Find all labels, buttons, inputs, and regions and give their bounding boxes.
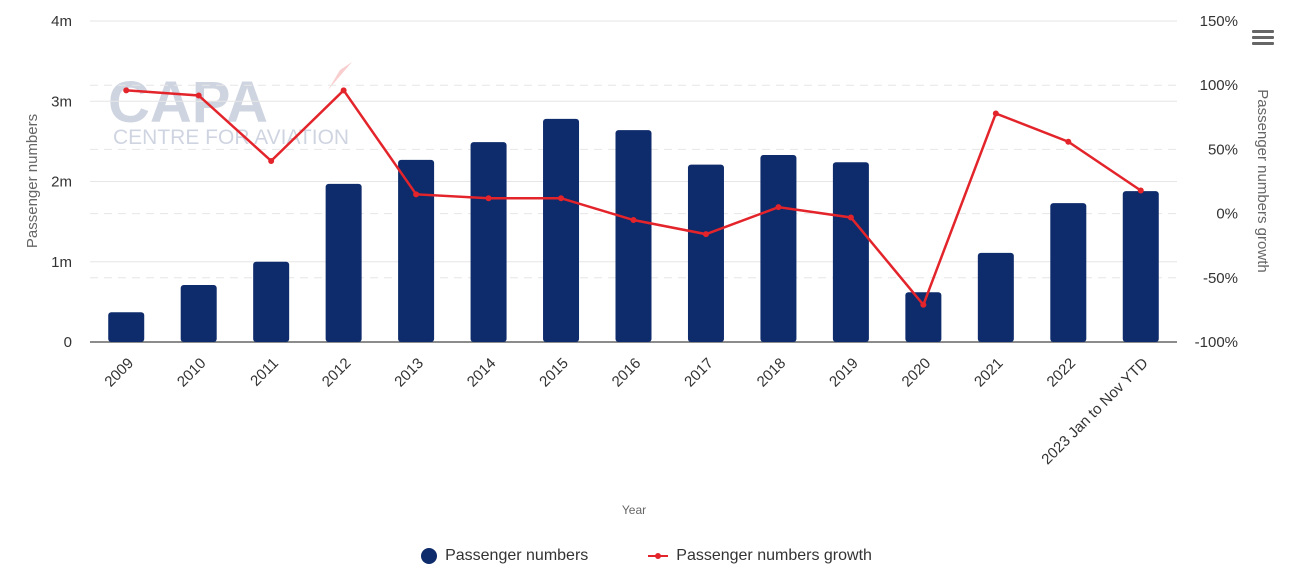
- bar-2015: [543, 118, 580, 342]
- growth-point-2009: [123, 87, 130, 94]
- y2-tick-label: 50%: [1208, 141, 1238, 158]
- y2-tick-label: 100%: [1200, 77, 1238, 94]
- growth-point-2022: [1065, 138, 1072, 145]
- bar-2020: [905, 292, 942, 342]
- bar-2009: [108, 312, 145, 342]
- growth-point-2023-Jan-to-Nov-YTD: [1137, 187, 1144, 194]
- bar-2016: [615, 130, 652, 342]
- bar-2010: [180, 285, 217, 342]
- bar-2012: [325, 183, 362, 342]
- y-tick-label: 1m: [51, 254, 72, 271]
- growth-point-2015: [558, 195, 565, 202]
- legend-line-marker: [648, 553, 669, 559]
- growth-point-2010: [195, 92, 202, 99]
- bar-2019: [832, 162, 869, 342]
- x-tick-label: 2011: [247, 355, 282, 390]
- legend: Passenger numbers Passenger numbers grow…: [0, 547, 1293, 565]
- x-tick-label: 2010: [174, 355, 210, 391]
- y2-tick-label: -50%: [1203, 270, 1238, 287]
- legend-label: Passenger numbers: [445, 547, 589, 564]
- y-tick-label: 0: [64, 334, 72, 351]
- y2-axis-title: Passenger numbers growth: [1254, 89, 1271, 272]
- x-axis-title: Year: [622, 503, 646, 517]
- growth-point-2017: [702, 231, 709, 238]
- y-tick-label: 3m: [51, 93, 72, 110]
- legend-item-passenger-numbers[interactable]: Passenger numbers: [421, 547, 588, 565]
- bar-2011: [253, 261, 290, 342]
- y-axis-title: Passenger numbers: [24, 114, 41, 248]
- x-tick-label: 2014: [464, 355, 500, 391]
- svg-text:CENTRE FOR AVIATION: CENTRE FOR AVIATION: [113, 126, 349, 149]
- x-tick-label: 2016: [609, 355, 645, 391]
- bar-2018: [760, 155, 797, 342]
- bar-2017: [687, 164, 724, 342]
- y2-tick-label: -100%: [1195, 334, 1238, 351]
- x-tick-label: 2009: [101, 355, 137, 391]
- legend-label: Passenger numbers growth: [676, 547, 872, 564]
- bar-2021: [977, 252, 1014, 342]
- y2-tick-label: 0%: [1216, 206, 1238, 223]
- bar-2022: [1050, 203, 1087, 342]
- bar-2013: [398, 159, 435, 342]
- x-tick-label: 2018: [754, 355, 790, 391]
- x-tick-label: 2017: [681, 355, 717, 391]
- growth-point-2020: [920, 301, 927, 308]
- x-tick-label: 2013: [391, 355, 427, 391]
- bar-2023-Jan-to-Nov-YTD: [1122, 191, 1159, 342]
- bar-2014: [470, 142, 507, 342]
- x-tick-label: 2015: [536, 355, 572, 391]
- x-tick-label: 2012: [319, 355, 355, 391]
- svg-text:CAPA: CAPA: [108, 70, 268, 135]
- growth-point-2019: [847, 214, 854, 221]
- growth-point-2011: [268, 157, 275, 164]
- growth-point-2012: [340, 87, 347, 94]
- x-tick-label: 2019: [826, 355, 862, 391]
- y-tick-label: 4m: [51, 13, 72, 30]
- growth-point-2014: [485, 195, 492, 202]
- x-tick-label: 2021: [971, 355, 1007, 391]
- x-tick-label: 2022: [1044, 355, 1080, 391]
- y-tick-label: 2m: [51, 174, 72, 191]
- growth-point-2021: [992, 110, 999, 117]
- growth-point-2013: [413, 191, 420, 198]
- hamburger-menu-icon[interactable]: [1252, 30, 1274, 48]
- y2-tick-label: 150%: [1200, 13, 1238, 30]
- x-tick-label: 2020: [899, 355, 935, 391]
- legend-item-growth[interactable]: Passenger numbers growth: [648, 547, 872, 565]
- legend-bar-marker: [421, 548, 438, 564]
- growth-point-2018: [775, 204, 782, 211]
- growth-point-2016: [630, 217, 637, 224]
- capa-watermark-logo: CAPA CENTRE FOR AVIATION: [108, 62, 352, 149]
